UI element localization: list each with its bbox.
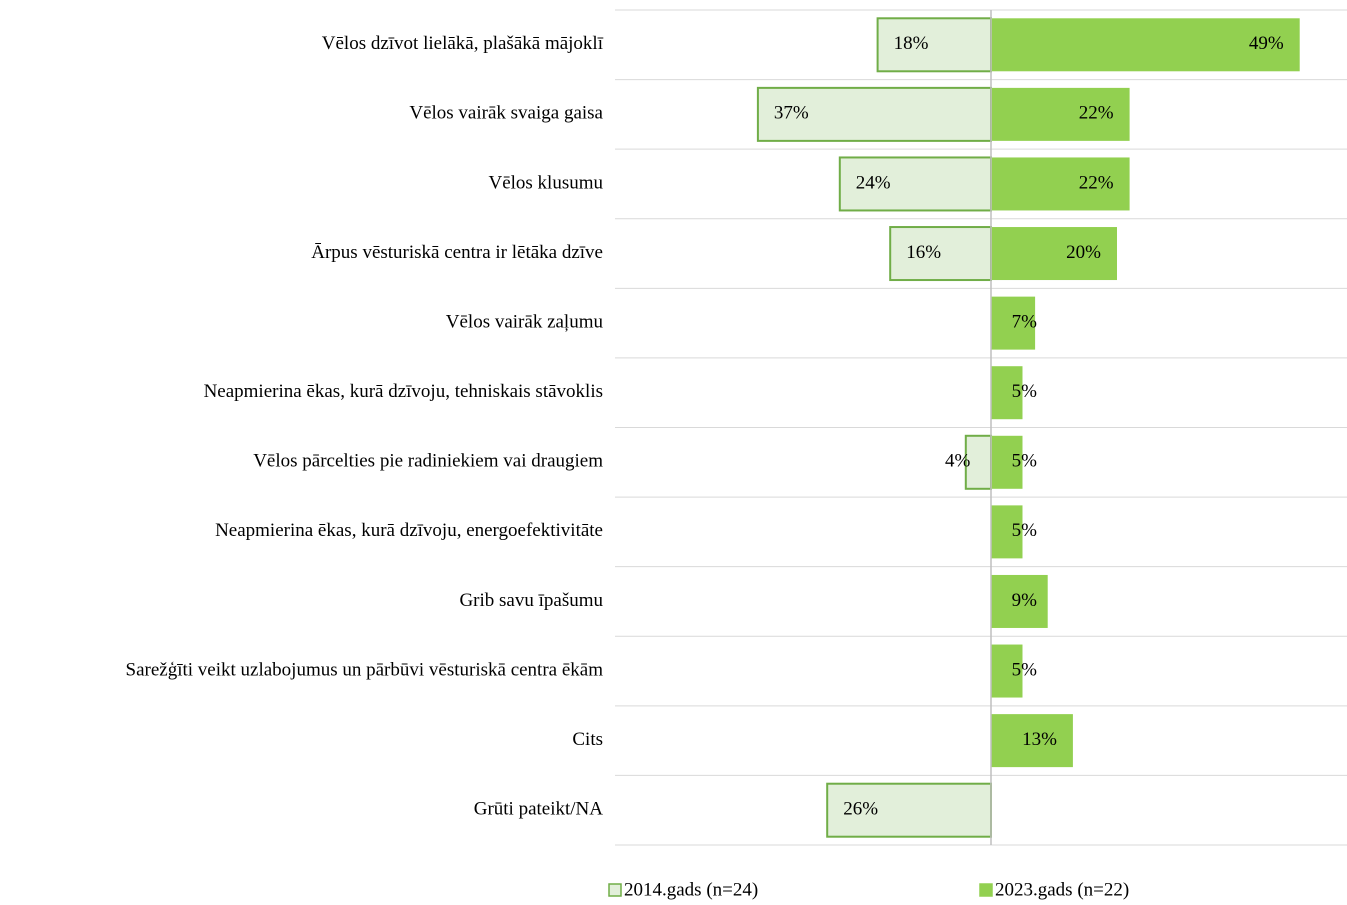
category-label: Vēlos vairāk zaļumu — [446, 311, 604, 332]
category-label: Grūti pateikt/NA — [474, 799, 604, 820]
category-label: Cits — [572, 729, 603, 750]
value-label: 16% — [906, 242, 941, 263]
bar — [991, 227, 1117, 281]
legend-swatch — [608, 883, 622, 897]
category-label: Vēlos pārcelties pie radiniekiem vai dra… — [253, 451, 603, 472]
value-label: 37% — [774, 103, 809, 124]
value-label: 5% — [1012, 659, 1038, 680]
category-label: Grib savu īpašumu — [459, 590, 603, 611]
value-label: 20% — [1066, 242, 1101, 263]
bar — [991, 574, 1048, 628]
value-label: 7% — [1012, 311, 1038, 332]
category-label: Neapmierina ēkas, kurā dzīvoju, tehniska… — [204, 381, 603, 402]
value-label: 9% — [1012, 590, 1038, 611]
category-label: Vēlos vairāk svaiga gaisa — [409, 103, 603, 124]
value-label: 22% — [1079, 103, 1114, 124]
value-label: 24% — [856, 172, 891, 193]
value-label: 18% — [894, 33, 929, 54]
category-label: Ārpus vēsturiskā centra ir lētāka dzīve — [311, 242, 603, 263]
category-label: Vēlos dzīvot lielākā, plašākā mājoklī — [322, 33, 604, 54]
value-label: 4% — [945, 451, 971, 472]
bar — [991, 435, 1023, 489]
value-label: 5% — [1012, 520, 1038, 541]
value-label: 13% — [1022, 729, 1057, 750]
value-label: 5% — [1012, 381, 1038, 402]
value-label: 22% — [1079, 172, 1114, 193]
bar — [991, 157, 1130, 211]
bar — [756, 86, 993, 142]
bar — [838, 156, 992, 212]
category-label: Neapmierina ēkas, kurā dzīvoju, energoef… — [215, 520, 603, 541]
bar — [991, 505, 1023, 559]
value-label: 5% — [1012, 451, 1038, 472]
category-label: Sarežģīti veikt uzlabojumus un pārbūvi v… — [126, 659, 604, 680]
bar — [991, 366, 1023, 420]
bar — [991, 296, 1036, 350]
value-label: 49% — [1249, 33, 1284, 54]
category-label: Vēlos klusumu — [488, 172, 603, 193]
legend-label: 2014.gads (n=24) — [624, 879, 758, 900]
bar — [991, 644, 1023, 698]
bar — [991, 714, 1073, 768]
value-label: 26% — [843, 799, 878, 820]
bar — [889, 226, 993, 282]
legend-swatch — [979, 883, 993, 897]
bar — [991, 87, 1130, 141]
bar — [991, 18, 1300, 72]
legend-label: 2023.gads (n=22) — [995, 879, 1129, 900]
